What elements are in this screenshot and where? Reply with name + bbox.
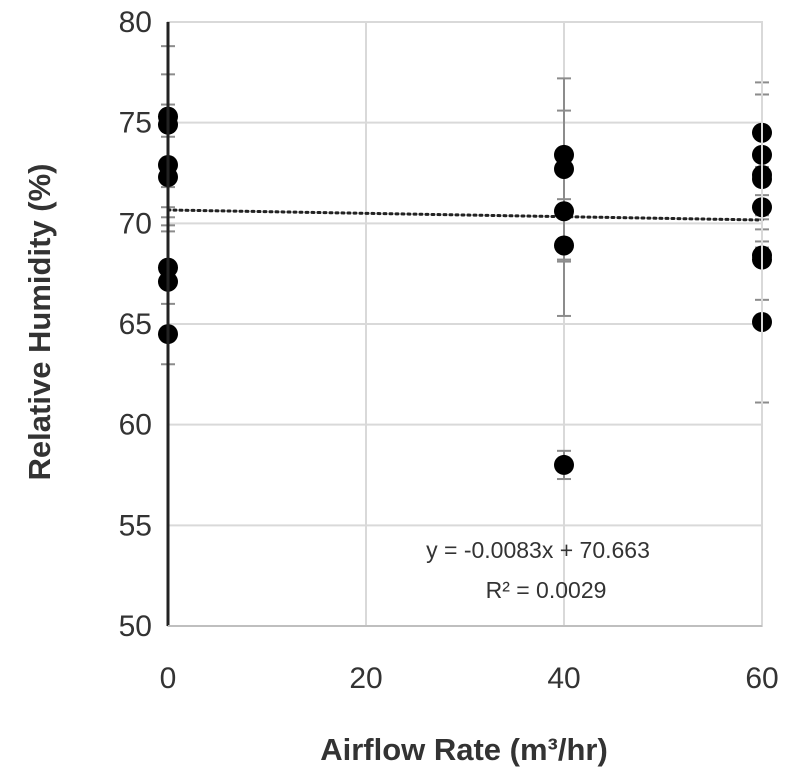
grid (167, 21, 763, 627)
data-point (554, 235, 574, 256)
axes (166, 21, 763, 627)
y-tick-label: 80 (119, 6, 152, 39)
r-squared: R² = 0.0029 (486, 577, 607, 603)
x-tick-label: 0 (160, 662, 177, 695)
y-tick-label: 55 (119, 509, 152, 542)
x-axis-title: Airflow Rate (m³/hr) (320, 732, 608, 767)
y-tick-labels: 50 55 60 65 70 75 80 (119, 6, 152, 643)
y-tick-label: 60 (119, 409, 152, 442)
data-points (158, 106, 772, 475)
y-tick-label: 75 (119, 107, 152, 140)
data-point (554, 144, 574, 165)
y-tick-label: 50 (119, 610, 152, 643)
data-point (554, 158, 574, 179)
trendline-equation: y = -0.0083x + 70.663 (426, 537, 650, 563)
data-point (554, 454, 574, 475)
error-bars (161, 45, 769, 481)
x-tick-labels: 0 20 40 60 (160, 662, 779, 695)
x-tick-label: 40 (547, 662, 580, 695)
y-axis-title: Relative Humidity (%) (22, 164, 57, 481)
y-tick-label: 65 (119, 308, 152, 341)
trendline-line (166, 208, 764, 222)
y-tick-label: 70 (119, 207, 152, 240)
data-point (554, 201, 574, 222)
x-tick-label: 20 (349, 662, 382, 695)
x-tick-label: 60 (745, 662, 778, 695)
trendline (166, 208, 764, 222)
